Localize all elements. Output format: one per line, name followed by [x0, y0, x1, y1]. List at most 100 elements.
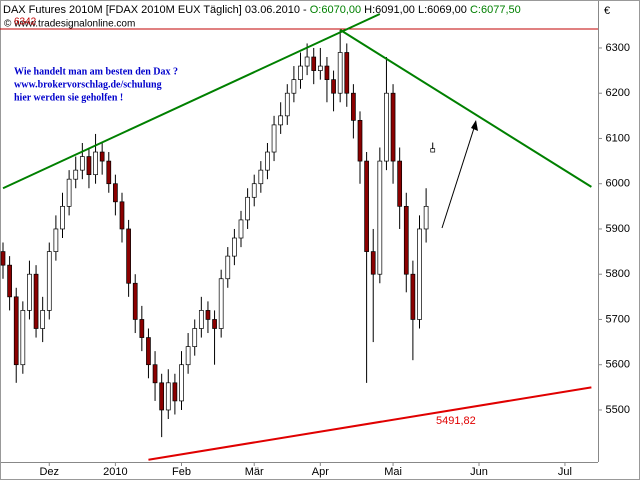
candle-body: [40, 310, 46, 329]
x-tick-label: Feb: [172, 466, 191, 478]
chart-title: DAX Futures 2010M [FDAX 2010M EUX Täglic…: [3, 4, 521, 16]
candle-body: [423, 205, 429, 230]
arrow-head: [471, 120, 478, 131]
candle-body: [344, 52, 350, 94]
candle-body: [251, 183, 257, 198]
candle-body: [304, 56, 310, 67]
candle-body: [291, 79, 297, 94]
title-part: C:6077,50: [470, 4, 521, 16]
x-tick-label: Jun: [470, 466, 488, 478]
candle-body: [238, 219, 244, 239]
candle-body: [106, 160, 112, 185]
candle-body: [0, 251, 6, 266]
candle-body: [331, 79, 336, 94]
candle-body: [311, 56, 317, 71]
candle-body: [245, 196, 250, 221]
copyright: © www.tradesignalonline.com: [4, 19, 135, 30]
candle-body: [357, 120, 363, 162]
candle-body: [139, 319, 145, 338]
candle-body: [99, 151, 105, 162]
y-tick-label: 5500: [606, 404, 630, 416]
y-tick-label: 6000: [606, 178, 630, 190]
title-part: H:6091,00 L:6069,00: [361, 4, 470, 16]
candle-body: [377, 160, 383, 275]
candle-body: [33, 273, 39, 329]
x-tick-label: Apr: [312, 466, 329, 478]
y-tick-label: 5800: [606, 268, 630, 280]
candle-body: [390, 92, 396, 162]
y-tick-label: 6300: [606, 42, 630, 54]
title-part: DAX Futures 2010M [FDAX 2010M EUX Täglic…: [3, 4, 310, 16]
y-tick-label: 6100: [606, 132, 630, 144]
candle-body: [53, 228, 59, 252]
candle-body: [351, 92, 356, 121]
candle-body: [384, 92, 389, 162]
y-tick-label: 5600: [606, 359, 630, 371]
annotation: Wie handelt man am besten den Dax ?: [14, 66, 178, 77]
candle-body: [126, 228, 131, 284]
annotation: www.brokervorschlag.de/schulung: [14, 79, 162, 90]
candle-body: [132, 282, 138, 320]
candle-body: [46, 251, 52, 311]
candle-body: [265, 151, 270, 171]
candle-body: [198, 310, 204, 329]
candle-body: [152, 364, 158, 384]
trendline: [339, 29, 592, 188]
candle-body: [258, 169, 264, 185]
annotation: hier werden sie geholfen !: [14, 92, 123, 103]
candle-body: [410, 273, 416, 320]
trendline: [2, 13, 381, 190]
candle-body: [13, 296, 19, 366]
candle-body: [20, 310, 26, 366]
x-tick-label: Dez: [39, 466, 59, 478]
x-tick-label: 2010: [103, 466, 127, 478]
candle-body: [232, 237, 237, 257]
arrow: [441, 124, 476, 229]
candle-body: [370, 251, 376, 275]
candle-body: [7, 264, 12, 298]
candle-body: [403, 205, 409, 275]
candle-body: [337, 52, 343, 94]
candle-body: [192, 328, 198, 347]
candle-body: [179, 364, 184, 402]
candle-body: [27, 273, 32, 311]
candle-body: [317, 65, 323, 71]
candle-body: [284, 92, 290, 117]
candle-body: [159, 382, 165, 411]
candle-body: [172, 382, 178, 402]
y-tick-label: 5700: [606, 313, 630, 325]
candle-body: [60, 205, 65, 230]
candle-body: [119, 201, 125, 230]
x-tick-label: Jul: [558, 466, 572, 478]
title-part: O:6070,00: [310, 4, 361, 16]
candle-body: [324, 65, 330, 80]
y-tick-label: 5900: [606, 223, 630, 235]
candle-body: [417, 228, 422, 320]
candle-body: [165, 382, 171, 411]
candle-body: [86, 156, 92, 176]
candle-body: [364, 160, 369, 252]
candle-body: [146, 337, 151, 366]
candle-body: [278, 115, 284, 126]
reference-label: 6342: [14, 17, 37, 28]
x-tick-label: Mai: [384, 466, 402, 478]
candle-body: [66, 178, 72, 207]
candle-body: [73, 169, 79, 180]
candle-body: [218, 278, 224, 329]
trendline: [148, 386, 592, 461]
x-tick-label: Mär: [245, 466, 264, 478]
currency: €: [604, 5, 610, 17]
candle-body: [397, 160, 403, 207]
candle-body: [93, 151, 98, 176]
candle-body: [205, 310, 211, 320]
candle-body: [271, 124, 277, 153]
y-tick-label: 6200: [606, 87, 630, 99]
candle-body: [298, 65, 303, 80]
candle-body: [113, 183, 118, 203]
candle-body: [79, 156, 85, 171]
trendline-label: 5491,82: [436, 415, 476, 427]
candle-body: [185, 346, 191, 366]
candle-body: [430, 148, 436, 153]
